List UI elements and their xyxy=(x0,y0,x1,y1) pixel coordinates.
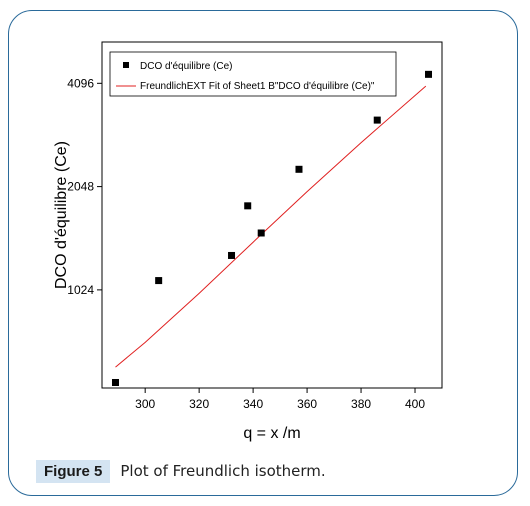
x-tick-label: 360 xyxy=(297,397,317,411)
x-axis: 300 320 340 360 380 400 xyxy=(135,388,425,411)
data-point xyxy=(244,202,252,210)
plot-area xyxy=(101,41,443,389)
legend-label-points: DCO d'équilibre (Ce) xyxy=(140,61,233,72)
figure-label: Figure 5 xyxy=(36,459,111,483)
data-point xyxy=(295,165,303,173)
legend-marker-points xyxy=(123,62,129,68)
data-point xyxy=(425,70,433,78)
x-tick-label: 300 xyxy=(135,397,155,411)
y-axis: 1024 2048 4096 xyxy=(67,76,102,297)
data-point xyxy=(155,277,163,285)
data-point xyxy=(257,229,265,237)
y-tick-label: 2048 xyxy=(67,180,94,194)
data-point xyxy=(228,251,236,259)
legend-label-fit: FreundlichEXT Fit of Sheet1 B"DCO d'équi… xyxy=(140,81,375,92)
x-tick-label: 400 xyxy=(405,397,425,411)
y-tick-label: 1024 xyxy=(67,283,94,297)
figure-caption-text: Plot of Freundlich isotherm. xyxy=(120,462,326,480)
fit-line xyxy=(115,85,427,368)
data-point xyxy=(111,378,119,386)
legend: DCO d'équilibre (Ce) FreundlichEXT Fit o… xyxy=(109,51,397,97)
y-tick-label: 4096 xyxy=(67,76,94,90)
figure-caption: Figure 5 Plot of Freundlich isotherm. xyxy=(36,458,326,484)
legend-box xyxy=(109,51,397,97)
x-tick-label: 380 xyxy=(351,397,371,411)
x-tick-label: 320 xyxy=(189,397,209,411)
x-tick-label: 340 xyxy=(243,397,263,411)
x-axis-label: q = x /m xyxy=(243,425,300,442)
data-point xyxy=(373,116,381,124)
data-points xyxy=(111,70,433,386)
y-axis-label: DCO d'équilibre (Ce) xyxy=(53,141,70,289)
